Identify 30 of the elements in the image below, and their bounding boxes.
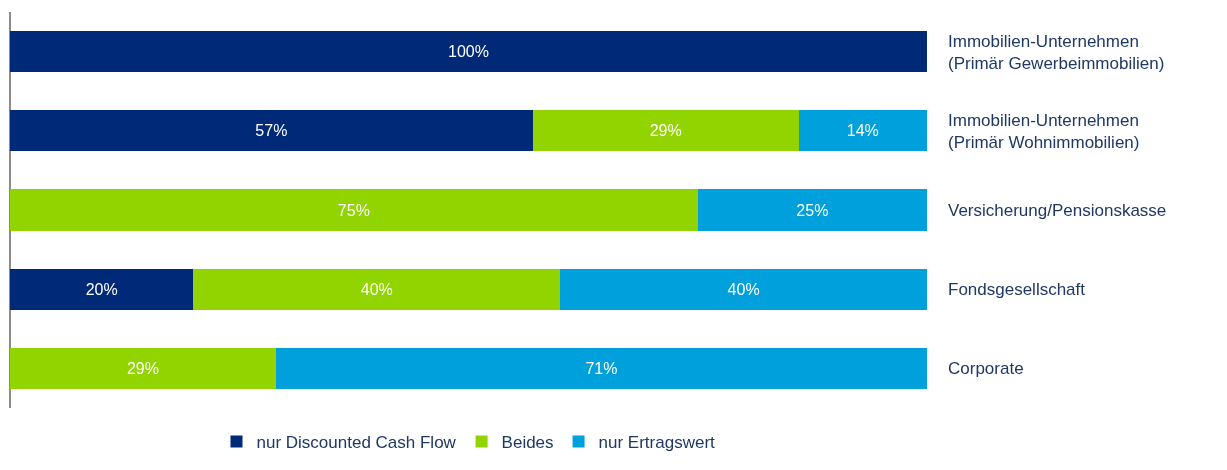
data-label: 40% [360, 280, 393, 298]
legend-label: Beides [501, 433, 554, 453]
bar [10, 189, 698, 231]
data-label: 40% [727, 280, 760, 298]
y-tick-label: Fondsgesellschaft [948, 280, 1086, 300]
bar [697, 189, 927, 231]
data-label: 14% [846, 122, 879, 140]
bar [10, 31, 927, 73]
bar [10, 268, 194, 310]
bar [560, 268, 927, 310]
data-label: 100% [448, 43, 489, 61]
bar [798, 110, 927, 152]
data-label: 29% [126, 359, 159, 377]
data-label: 20% [85, 280, 118, 298]
data-label: 29% [649, 122, 682, 140]
legend-label: nur Ertragswert [598, 433, 716, 453]
y-tick-label: Corporate [948, 359, 1024, 379]
bar [10, 110, 533, 152]
data-label: 71% [585, 359, 618, 377]
data-label: 57% [255, 122, 288, 140]
bar [10, 347, 276, 389]
bar [193, 268, 561, 310]
y-tick-label: Immobilien-Unternehmen (Primär Gewerbeimmobilien) [948, 31, 1165, 73]
bar [532, 110, 799, 152]
y-tick-label: Immobilien-Unternehmen (Primär Wohnimmobilien) [948, 110, 1140, 152]
legend-label: nur Discounted Cash Flow [256, 433, 457, 453]
data-label: 25% [796, 201, 829, 219]
y-tick-label: Versicherung/Pensionskasse [948, 200, 1167, 220]
bar [275, 347, 927, 389]
data-label: 75% [337, 201, 370, 219]
